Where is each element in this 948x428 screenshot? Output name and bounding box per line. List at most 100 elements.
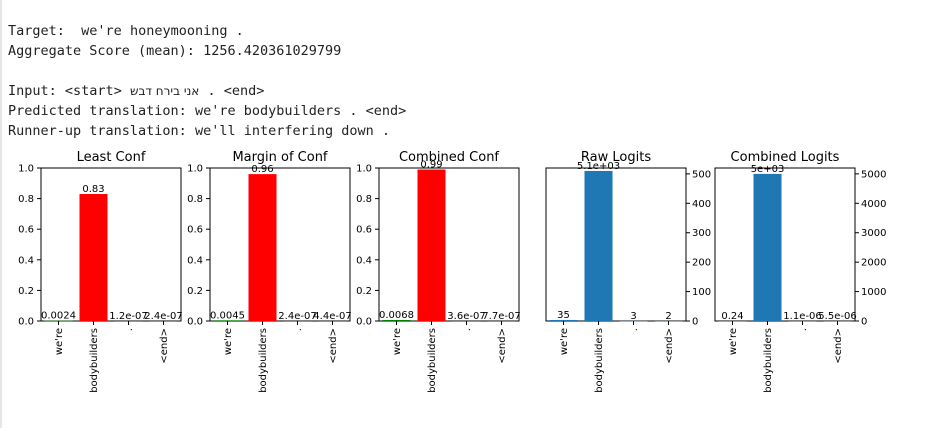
- y-tick-label: 5000: [861, 169, 886, 180]
- data-label: 0.99: [420, 160, 442, 171]
- chart-title: Raw Logits: [581, 150, 651, 165]
- x-tick-label: .: [629, 328, 640, 331]
- y-tick-label: 0.6: [187, 225, 203, 236]
- plot-frame: [40, 167, 182, 322]
- score-line: Aggregate Score (mean): 1256.42036102979…: [8, 41, 406, 61]
- y-tick-label: 1.0: [356, 164, 372, 175]
- y-tick-label: 0.0: [187, 317, 203, 328]
- y-tick-label: 0.2: [187, 286, 203, 297]
- y-tick-label: 0.2: [18, 286, 34, 297]
- x-tick-label: bodybuilders: [258, 328, 269, 393]
- plot-frame: [378, 167, 520, 322]
- chart-2: Combined Conf 0.0 0.2 0.4 0.6 0.8 1.0 we're 0.00…: [356, 150, 521, 393]
- data-label: 4.4e-07: [313, 311, 351, 322]
- x-tick-label: we're: [728, 328, 739, 355]
- x-tick-label: .: [798, 328, 809, 331]
- x-tick-label: .: [124, 328, 135, 331]
- chart-0: Least Conf 0.0 0.2 0.4 0.6 0.8 1.0 we're 0.0024 b…: [18, 150, 183, 393]
- input-source: אני בירח דבש: [129, 84, 200, 98]
- y-tick-label: 0.6: [18, 225, 34, 236]
- runnerup-label: Runner-up translation:: [8, 123, 187, 139]
- x-tick-label: bodybuilders: [763, 328, 774, 393]
- target-value: we're honeymooning .: [81, 23, 244, 39]
- y-tick-label: 0.4: [18, 255, 34, 266]
- y-tick-label: 0.0: [356, 317, 372, 328]
- y-tick-label: 1000: [861, 287, 886, 298]
- y-tick-label: 0.2: [356, 286, 372, 297]
- score-value: 1256.420361029799: [203, 43, 342, 59]
- bar: [753, 173, 782, 321]
- data-label: 0.0068: [379, 310, 414, 321]
- y-tick-label: 1.0: [18, 164, 34, 175]
- x-tick-label: we're: [559, 328, 570, 355]
- y-tick-label: 100: [692, 287, 711, 298]
- bar: [584, 170, 613, 321]
- x-tick-label: <end>: [159, 328, 170, 364]
- plot-frame: [714, 167, 856, 322]
- data-label: 1.1e-06: [783, 311, 821, 322]
- x-tick-label: <end>: [497, 328, 508, 364]
- data-label: 1.2e-07: [109, 311, 147, 322]
- bar: [248, 174, 277, 321]
- chart-title: Margin of Conf: [232, 150, 327, 165]
- y-tick-label: 0.0: [18, 317, 34, 328]
- x-tick-label: bodybuilders: [594, 328, 605, 393]
- chart-title: Combined Conf: [399, 150, 499, 165]
- predicted-line: Predicted translation: we're bodybuilder…: [8, 101, 406, 121]
- y-tick-label: 0: [692, 317, 698, 328]
- data-label: 2.4e-07: [278, 311, 316, 322]
- data-label: 0.0024: [41, 311, 76, 322]
- chart-title: Combined Logits: [731, 150, 840, 165]
- data-label: 2.4e-07: [144, 311, 182, 322]
- y-tick-label: 1.0: [187, 164, 203, 175]
- input-label: Input:: [8, 83, 57, 99]
- y-tick-label: 0.4: [356, 255, 372, 266]
- y-tick-label: 4000: [861, 199, 886, 210]
- bar: [417, 169, 446, 321]
- chart-title: Least Conf: [77, 150, 146, 165]
- y-tick-label: 0.8: [187, 194, 203, 205]
- chart-4: Combined Logits 0 1000 2000 3000 4000 5000 we'r…: [714, 150, 886, 393]
- y-tick-label: 2000: [861, 258, 886, 269]
- y-tick-label: 0.8: [18, 194, 34, 205]
- x-tick-label: bodybuilders: [427, 328, 438, 393]
- y-tick-label: 0.4: [187, 255, 203, 266]
- y-tick-label: 500: [692, 169, 711, 180]
- output-text: Target: we're honeymooning . Aggregate S…: [8, 21, 406, 141]
- target-label: Target:: [8, 23, 65, 39]
- data-label: 0.83: [82, 184, 104, 195]
- x-tick-label: we're: [392, 328, 403, 355]
- x-tick-label: <end>: [664, 328, 675, 364]
- data-label: 5.5e-06: [818, 311, 856, 322]
- chart-1: Margin of Conf 0.0 0.2 0.4 0.6 0.8 1.0 we're 0.0…: [187, 150, 352, 393]
- chart-3: Raw Logits 0 100 200 300 400 500 we're 35 bodybui…: [545, 150, 711, 393]
- bar: [382, 319, 411, 321]
- plot-frame: [545, 167, 687, 322]
- data-label: 0.96: [251, 164, 273, 175]
- y-tick-label: 0.8: [356, 194, 372, 205]
- data-label: 2: [665, 311, 671, 322]
- bar: [213, 320, 242, 321]
- data-label: 5.1e+03: [577, 161, 620, 172]
- plot-frame: [209, 167, 351, 322]
- x-tick-label: .: [462, 328, 473, 331]
- predicted-value: we're bodybuilders . <end>: [194, 103, 407, 119]
- data-label: 5e+03: [751, 164, 785, 175]
- y-tick-label: 200: [692, 258, 711, 269]
- data-label: 3.6e-07: [447, 311, 485, 322]
- x-tick-label: <end>: [328, 328, 339, 364]
- y-tick-label: 400: [692, 199, 711, 210]
- runnerup-value: we'll interfering down .: [194, 123, 391, 139]
- data-label: 0.24: [721, 311, 743, 322]
- y-tick-label: 300: [692, 228, 711, 239]
- input-line: Input: <start> אני בירח דבש . <end>: [8, 81, 406, 101]
- y-tick-label: 3000: [861, 228, 886, 239]
- x-tick-label: we're: [54, 328, 65, 355]
- runnerup-line: Runner-up translation: we'll interfering…: [8, 121, 406, 141]
- data-label: 3: [630, 311, 636, 322]
- predicted-label: Predicted translation:: [8, 103, 187, 119]
- cell-left-border: [0, 0, 2, 428]
- bar: [79, 194, 108, 321]
- x-tick-label: <end>: [833, 328, 844, 364]
- target-line: Target: we're honeymooning .: [8, 21, 406, 41]
